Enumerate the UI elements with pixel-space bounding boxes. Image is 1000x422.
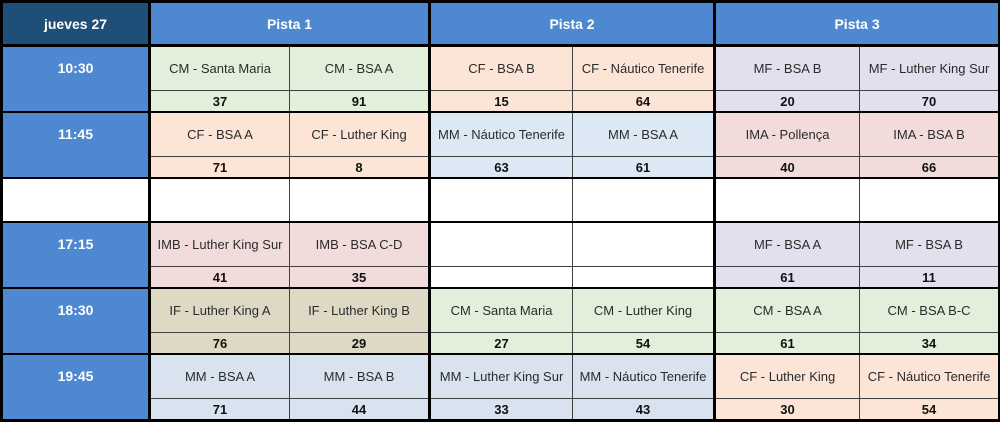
score-cell: 61 <box>572 156 716 179</box>
team-cell: MM - BSA A <box>148 353 290 399</box>
team-cell <box>572 221 716 267</box>
header-row: jueves 27 Pista 1 Pista 2 Pista 3 <box>1 1 1000 47</box>
score-cell: 35 <box>288 266 431 289</box>
empty-cell <box>288 177 431 223</box>
team-row: 17:15 IMB - Luther King Sur IMB - BSA C-… <box>1 221 1000 289</box>
time-label: 11:45 <box>57 126 94 142</box>
score-row: 71 8 63 61 40 66 <box>2 156 1000 179</box>
score-cell: 20 <box>713 90 861 113</box>
score-cell: 43 <box>572 398 716 421</box>
empty-cell <box>148 177 290 223</box>
score-cell: 91 <box>288 90 431 113</box>
time-cell: 10:30 <box>1 44 150 113</box>
team-cell: IF - Luther King A <box>148 287 290 333</box>
time-label: 17:15 <box>57 236 94 252</box>
score-row: 71 44 33 43 30 54 <box>2 398 1000 421</box>
team-cell: IMB - Luther King Sur <box>148 221 290 267</box>
score-cell: 15 <box>428 90 574 113</box>
team-cell: MM - BSA B <box>288 353 431 399</box>
score-cell: 8 <box>288 156 431 179</box>
team-cell: MM - Náutico Tenerife <box>572 353 716 399</box>
team-cell: IF - Luther King B <box>288 287 431 333</box>
score-cell: 54 <box>859 398 1000 421</box>
team-cell: MF - BSA B <box>859 221 1000 267</box>
score-cell: 37 <box>148 90 290 113</box>
team-cell: CM - Luther King <box>572 287 716 333</box>
time-cell: 17:15 <box>1 221 150 289</box>
team-cell: CF - Luther King <box>713 353 861 399</box>
team-cell: MF - BSA A <box>713 221 861 267</box>
empty-cell <box>572 177 716 223</box>
time-label: 10:30 <box>57 60 94 76</box>
score-row: 37 91 15 64 20 70 <box>2 90 1000 113</box>
team-cell: IMA - BSA B <box>859 111 1000 157</box>
team-cell: IMA - Pollença <box>713 111 861 157</box>
score-cell: 11 <box>859 266 1000 289</box>
team-cell: CF - BSA A <box>148 111 290 157</box>
team-cell: CF - Luther King <box>288 111 431 157</box>
team-row: 11:45 CF - BSA A CF - Luther King MM - N… <box>1 111 1000 179</box>
empty-cell <box>859 177 1000 223</box>
court-header-pista-2: Pista 2 <box>428 1 716 47</box>
score-cell: 76 <box>148 332 290 355</box>
time-cell: 19:45 <box>1 353 150 421</box>
court-header-pista-1: Pista 1 <box>147 1 431 47</box>
score-cell: 64 <box>572 90 716 113</box>
score-cell: 44 <box>288 398 431 421</box>
score-cell: 61 <box>713 266 861 289</box>
team-row: 10:30 CM - Santa Maria CM - BSA A CF - B… <box>1 44 1000 113</box>
score-cell: 70 <box>859 90 1000 113</box>
score-cell <box>572 266 716 289</box>
date-header: jueves 27 <box>1 1 150 47</box>
team-cell: CM - Santa Maria <box>148 44 290 91</box>
score-cell: 29 <box>288 332 431 355</box>
court-header-pista-3: Pista 3 <box>713 1 1000 47</box>
score-cell: 33 <box>428 398 574 421</box>
team-cell: MF - Luther King Sur <box>859 44 1000 91</box>
score-cell: 30 <box>713 398 861 421</box>
team-cell: CF - Náutico Tenerife <box>859 353 1000 399</box>
score-cell: 54 <box>572 332 716 355</box>
team-cell: CF - Náutico Tenerife <box>572 44 716 91</box>
score-cell: 63 <box>428 156 574 179</box>
score-cell: 71 <box>148 156 290 179</box>
team-row: 18:30 IF - Luther King A IF - Luther Kin… <box>1 287 1000 355</box>
score-row: 76 29 27 54 61 34 <box>2 332 1000 355</box>
team-cell: CM - BSA A <box>713 287 861 333</box>
team-cell <box>428 221 574 267</box>
team-row: 19:45 MM - BSA A MM - BSA B MM - Luther … <box>1 353 1000 421</box>
time-label: 18:30 <box>57 302 94 318</box>
score-cell <box>428 266 574 289</box>
time-cell: 18:30 <box>1 287 150 355</box>
score-cell: 34 <box>859 332 1000 355</box>
score-cell: 61 <box>713 332 861 355</box>
team-cell: CF - BSA B <box>428 44 574 91</box>
time-label: 19:45 <box>57 368 94 384</box>
team-cell: MM - Luther King Sur <box>428 353 574 399</box>
time-cell: 11:45 <box>1 111 150 179</box>
score-row: 41 35 61 11 <box>2 266 1000 289</box>
score-cell: 27 <box>428 332 574 355</box>
score-cell: 40 <box>713 156 861 179</box>
team-cell: CM - Santa Maria <box>428 287 574 333</box>
team-cell: IMB - BSA C-D <box>288 221 431 267</box>
team-cell: CM - BSA A <box>288 44 431 91</box>
score-cell: 41 <box>148 266 290 289</box>
empty-time-cell <box>1 177 150 223</box>
team-cell: MM - BSA A <box>572 111 716 157</box>
score-cell: 66 <box>859 156 1000 179</box>
gap-row <box>1 177 1000 223</box>
score-cell: 71 <box>148 398 290 421</box>
empty-cell <box>428 177 574 223</box>
empty-cell <box>713 177 861 223</box>
team-cell: CM - BSA B-C <box>859 287 1000 333</box>
team-cell: MM - Náutico Tenerife <box>428 111 574 157</box>
team-cell: MF - BSA B <box>713 44 861 91</box>
